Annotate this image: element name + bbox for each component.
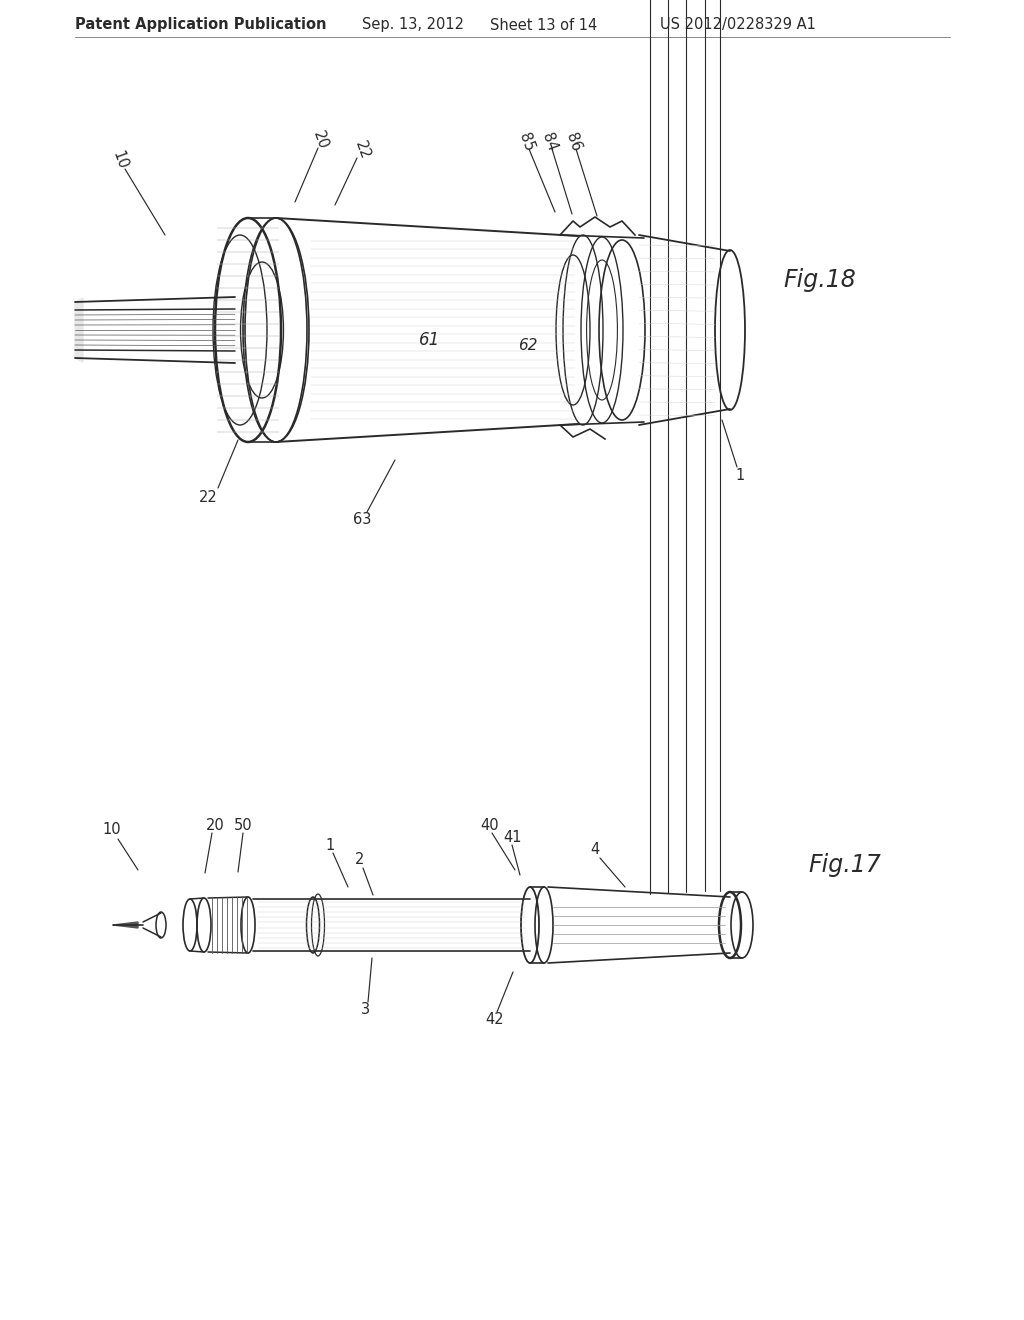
Text: 61: 61	[420, 331, 440, 348]
Text: 20: 20	[206, 817, 224, 833]
Text: 22: 22	[352, 139, 373, 161]
Text: Sep. 13, 2012: Sep. 13, 2012	[362, 17, 464, 33]
Text: Fig.17: Fig.17	[809, 853, 882, 876]
Text: 10: 10	[102, 822, 121, 837]
Text: 10: 10	[110, 149, 130, 172]
Text: 62: 62	[518, 338, 538, 352]
Text: 40: 40	[480, 817, 500, 833]
Text: 4: 4	[591, 842, 600, 858]
Text: 63: 63	[353, 512, 371, 528]
Polygon shape	[113, 921, 138, 928]
Text: 1: 1	[735, 467, 744, 483]
Text: US 2012/0228329 A1: US 2012/0228329 A1	[660, 17, 816, 33]
Text: Patent Application Publication: Patent Application Publication	[75, 17, 327, 33]
Text: 3: 3	[360, 1002, 370, 1018]
Text: 2: 2	[355, 853, 365, 867]
Text: 1: 1	[326, 837, 335, 853]
Text: 22: 22	[199, 491, 217, 506]
Text: Fig.18: Fig.18	[783, 268, 856, 292]
Text: 84: 84	[539, 131, 559, 153]
Text: 42: 42	[485, 1012, 504, 1027]
Text: 41: 41	[504, 829, 522, 845]
Text: 50: 50	[233, 817, 252, 833]
Text: 85: 85	[516, 131, 537, 153]
Text: 20: 20	[309, 128, 331, 152]
Text: Sheet 13 of 14: Sheet 13 of 14	[490, 17, 597, 33]
Text: 86: 86	[563, 131, 584, 153]
Polygon shape	[75, 298, 83, 362]
